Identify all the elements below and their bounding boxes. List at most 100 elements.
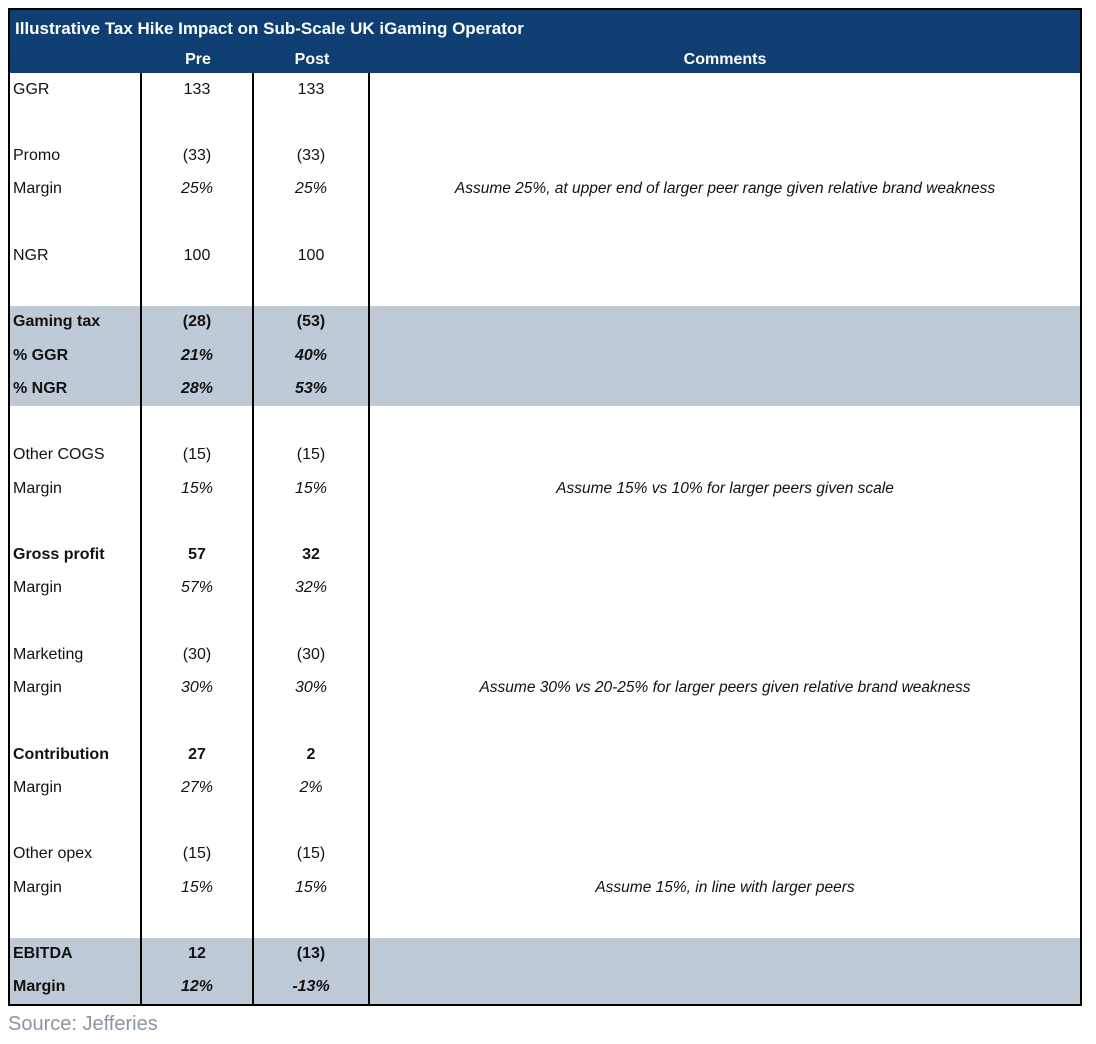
comment-text: Assume 25%, at upper end of larger peer … <box>454 180 996 198</box>
post-value <box>254 605 370 639</box>
pre-value: 21% <box>142 339 254 373</box>
comment-text <box>370 372 1080 405</box>
comment-text <box>370 572 1080 605</box>
pre-value: (28) <box>142 305 254 339</box>
post-value: 15% <box>254 472 370 506</box>
table-row-blank <box>10 704 1080 738</box>
pre-value <box>142 804 254 838</box>
row-label: GGR <box>10 73 142 107</box>
post-value: 133 <box>254 73 370 107</box>
table-row-blank <box>10 272 1080 306</box>
post-value: (30) <box>254 638 370 672</box>
comment-text <box>370 339 1080 372</box>
table-row-margin: Margin 15% 15% Assume 15%, in line with lar… <box>10 871 1080 905</box>
pre-value <box>142 272 254 306</box>
pre-value: 15% <box>142 472 254 506</box>
table-row-gaming-tax: Gaming tax (28) (53) <box>10 305 1080 339</box>
table-row-other-opex: Other opex (15) (15) <box>10 837 1080 871</box>
table-row-blank <box>10 804 1080 838</box>
row-label: Margin <box>10 172 142 206</box>
comment-text <box>370 705 1080 738</box>
row-label <box>10 405 142 439</box>
pre-value: 57 <box>142 538 254 572</box>
post-value: (53) <box>254 305 370 339</box>
table-row-promo: Promo (33) (33) <box>10 139 1080 173</box>
post-value: (13) <box>254 937 370 971</box>
post-value <box>254 704 370 738</box>
table-title: Illustrative Tax Hike Impact on Sub-Scal… <box>10 10 1080 47</box>
pre-value: 133 <box>142 73 254 107</box>
row-label: EBITDA <box>10 937 142 971</box>
pre-value: (15) <box>142 837 254 871</box>
pre-value: 100 <box>142 239 254 273</box>
comment-text <box>370 106 1080 139</box>
pre-value: 15% <box>142 871 254 905</box>
table-row-gross-profit: Gross profit 57 32 <box>10 538 1080 572</box>
pre-value <box>142 106 254 140</box>
pre-value: (33) <box>142 139 254 173</box>
table-row-contribution: Contribution 27 2 <box>10 738 1080 772</box>
row-label <box>10 804 142 838</box>
row-label: NGR <box>10 239 142 273</box>
post-value: 32 <box>254 538 370 572</box>
row-label: Margin <box>10 970 142 1004</box>
post-value <box>254 904 370 938</box>
table-row-marketing: Marketing (30) (30) <box>10 638 1080 672</box>
table-row-margin: Margin 57% 32% <box>10 571 1080 605</box>
row-label: Gross profit <box>10 538 142 572</box>
pre-value: 12 <box>142 937 254 971</box>
comment-text <box>370 73 1080 106</box>
pre-value: 30% <box>142 671 254 705</box>
row-label: Marketing <box>10 638 142 672</box>
header-post: Post <box>294 51 330 68</box>
pre-value <box>142 206 254 240</box>
comment-text <box>370 771 1080 804</box>
post-value: (15) <box>254 438 370 472</box>
table-row-margin: Margin 25% 25% Assume 25%, at upper end of … <box>10 172 1080 206</box>
row-label: Margin <box>10 472 142 506</box>
table-row-margin: Margin 12% -13% <box>10 970 1080 1004</box>
post-value <box>254 272 370 306</box>
comment-text: Assume 15%, in line with larger peers <box>595 878 855 896</box>
source-note: Source: Jefferies <box>8 1013 158 1035</box>
pre-value: 28% <box>142 372 254 406</box>
pre-value: 27% <box>142 771 254 805</box>
post-value: 100 <box>254 239 370 273</box>
pre-value: 25% <box>142 172 254 206</box>
table-row-blank <box>10 405 1080 439</box>
comment-text: Assume 15% vs 10% for larger peers given… <box>556 479 894 497</box>
row-label: Margin <box>10 771 142 805</box>
comment-text <box>370 938 1080 971</box>
row-label <box>10 605 142 639</box>
comment-text <box>370 738 1080 771</box>
table-row-margin: Margin 27% 2% <box>10 771 1080 805</box>
comment-text <box>370 539 1080 572</box>
table-row--ggr: % GGR 21% 40% <box>10 339 1080 373</box>
post-value: 25% <box>254 172 370 206</box>
pre-value: (30) <box>142 638 254 672</box>
table-row-blank <box>10 605 1080 639</box>
post-value <box>254 804 370 838</box>
post-value: (15) <box>254 837 370 871</box>
table-row-blank <box>10 206 1080 240</box>
table-row-ngr: NGR 100 100 <box>10 239 1080 273</box>
table-row--ngr: % NGR 28% 53% <box>10 372 1080 406</box>
comment-text <box>370 505 1080 538</box>
pre-value <box>142 704 254 738</box>
row-label: % GGR <box>10 339 142 373</box>
table-row-margin: Margin 30% 30% Assume 30% vs 20-25% for lar… <box>10 671 1080 705</box>
post-value: 32% <box>254 571 370 605</box>
post-value: (33) <box>254 139 370 173</box>
header-comments: Comments <box>683 51 767 68</box>
comment-text <box>370 273 1080 306</box>
post-value <box>254 106 370 140</box>
post-value: 53% <box>254 372 370 406</box>
post-value: 30% <box>254 671 370 705</box>
comment-text <box>370 206 1080 239</box>
pre-value <box>142 505 254 539</box>
pre-value <box>142 605 254 639</box>
row-label <box>10 904 142 938</box>
row-label <box>10 704 142 738</box>
table-row-blank <box>10 106 1080 140</box>
post-value: 40% <box>254 339 370 373</box>
